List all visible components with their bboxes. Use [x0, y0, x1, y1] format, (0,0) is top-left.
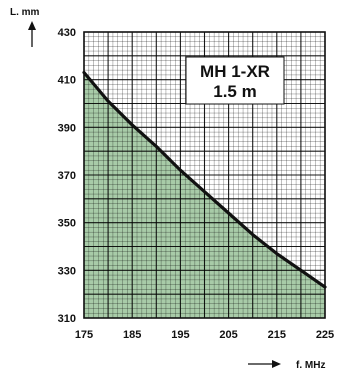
y-axis-label-group: L. mm	[10, 7, 40, 47]
x-tick-label: 225	[316, 329, 334, 341]
x-axis-label: f. MHz	[296, 360, 325, 371]
x-tick-label: 175	[75, 329, 93, 341]
x-tick-label: 195	[171, 329, 189, 341]
chart-title-line-1: MH 1-XR	[200, 62, 270, 81]
title-box-background	[185, 56, 285, 105]
y-tick-label: 370	[58, 170, 76, 182]
y-tick-label: 350	[58, 218, 76, 230]
plot-frame	[83, 31, 326, 319]
y-tick-label: 310	[58, 313, 76, 325]
y-tick-label: 330	[58, 265, 76, 277]
x-axis-arrow-head	[272, 360, 281, 368]
y-axis-label: L. mm	[10, 7, 40, 18]
plot-frame-layer	[83, 31, 326, 319]
x-tick-label: 185	[123, 329, 141, 341]
tick-labels-layer: 310 330 350 370 390 410 430 175 185 195 205 215 225	[58, 27, 335, 341]
series-line-layer	[82, 70, 327, 289]
title-box: MH 1-XR 1.5 m	[185, 56, 285, 105]
x-axis-label-group: f. MHz	[248, 360, 325, 371]
y-tick-label: 430	[58, 27, 76, 39]
y-axis-arrow-head	[28, 21, 36, 30]
series-line	[82, 70, 327, 289]
x-tick-label: 215	[268, 329, 286, 341]
y-tick-label: 410	[58, 75, 76, 87]
chart-title-line-2: 1.5 m	[213, 82, 256, 101]
y-tick-label: 390	[58, 122, 76, 134]
x-tick-label: 205	[219, 329, 237, 341]
